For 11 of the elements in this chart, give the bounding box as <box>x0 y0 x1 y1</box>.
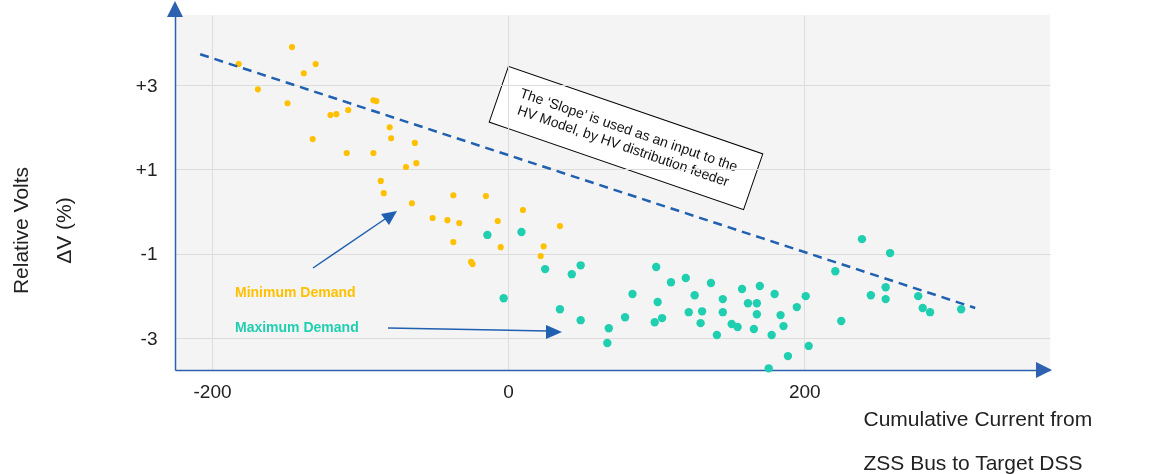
y-tick-label: -3 <box>140 327 158 349</box>
y-axis-title: Relative Volts ΔV (%) <box>8 166 75 295</box>
text: Minimum Demand <box>235 284 356 300</box>
y-tick-label: +1 <box>135 158 158 180</box>
y-tick-label: +3 <box>135 74 158 96</box>
text: Maximum Demand <box>235 319 359 335</box>
x-axis-title: Cumulative Current from ZSS Bus to Target DSS <box>863 406 1093 474</box>
x-tick-label: -200 <box>193 380 232 402</box>
x-tick-label: 200 <box>788 380 821 402</box>
x-tick-label: 0 <box>503 380 514 402</box>
y-tick-label: -1 <box>140 243 158 265</box>
